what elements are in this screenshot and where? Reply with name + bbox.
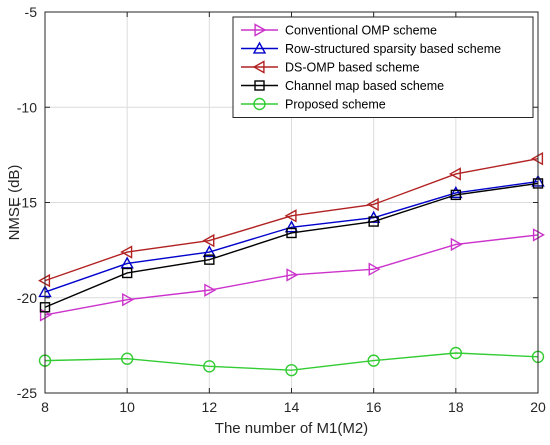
legend-swatch-marker (254, 80, 265, 91)
data-point (203, 360, 216, 373)
x-tick-label: 8 (41, 399, 49, 415)
legend-swatch-marker (252, 41, 267, 54)
data-point (286, 227, 297, 239)
series-layer (38, 151, 545, 377)
data-point (368, 216, 379, 227)
x-tick-label: 14 (284, 399, 300, 415)
data-point (286, 268, 299, 282)
data-point (368, 262, 381, 276)
data-point (285, 363, 298, 377)
series-0 (39, 228, 545, 322)
legend-item: DS-OMP based scheme (241, 60, 420, 75)
data-point (122, 292, 135, 307)
data-point (120, 352, 134, 365)
data-point (532, 228, 545, 242)
legend-box (232, 16, 534, 118)
data-point (202, 245, 217, 258)
x-tick-label: 12 (202, 399, 218, 415)
legend-label: Conventional OMP scheme (285, 24, 437, 38)
series-line (44, 182, 539, 308)
x-tick-label: 18 (448, 399, 464, 415)
legend-label: Row-structured sparsity based scheme (285, 42, 501, 56)
tick-labels: 8 10 12 14 16 18 20 -5 -10 -15 -20 -25 (17, 4, 546, 415)
legend-item: Conventional OMP scheme (241, 23, 437, 38)
legend-item: Row-structured sparsity based scheme (241, 41, 501, 56)
data-point (120, 245, 133, 259)
data-point (38, 273, 51, 288)
data-point (202, 233, 215, 248)
data-point (448, 167, 461, 181)
data-point (121, 267, 133, 279)
series-line (44, 157, 539, 282)
data-point (204, 283, 217, 297)
legend-swatch-marker (252, 60, 265, 74)
series-line (44, 234, 539, 316)
series-line (44, 352, 539, 371)
y-tick-label: -15 (17, 195, 37, 211)
data-point (450, 189, 462, 201)
x-axis-label: The number of M1(M2) (215, 420, 368, 437)
legend-swatch-marker (254, 23, 267, 37)
data-point (450, 237, 463, 252)
data-point (204, 254, 215, 265)
x-tick-label: 10 (119, 399, 135, 415)
data-point (449, 186, 463, 199)
axis-ticks (44, 11, 539, 394)
x-tick-label: 16 (366, 399, 382, 415)
x-tick-label: 20 (530, 399, 546, 415)
series-line (44, 180, 539, 293)
data-point (367, 354, 380, 367)
data-point (449, 346, 463, 360)
legend-swatch-marker (253, 97, 266, 111)
legend: Conventional OMP scheme Row-structured sp… (232, 16, 534, 118)
series-2 (38, 151, 544, 288)
data-point (284, 209, 297, 223)
data-point (366, 197, 379, 212)
legend-item: Proposed scheme (241, 98, 386, 112)
y-tick-label: -20 (17, 290, 37, 306)
y-tick-label: -5 (25, 4, 38, 20)
y-tick-label: -10 (17, 99, 37, 115)
legend-label: Channel map based scheme (285, 79, 444, 93)
legend-label: Proposed scheme (285, 98, 386, 112)
y-tick-label: -25 (17, 385, 37, 401)
data-point (284, 220, 299, 233)
legend-item: Channel map based scheme (241, 79, 444, 93)
legend-label: DS-OMP based scheme (285, 61, 420, 75)
y-axis-label: NMSE (dB) (6, 165, 23, 241)
data-point (531, 151, 544, 166)
